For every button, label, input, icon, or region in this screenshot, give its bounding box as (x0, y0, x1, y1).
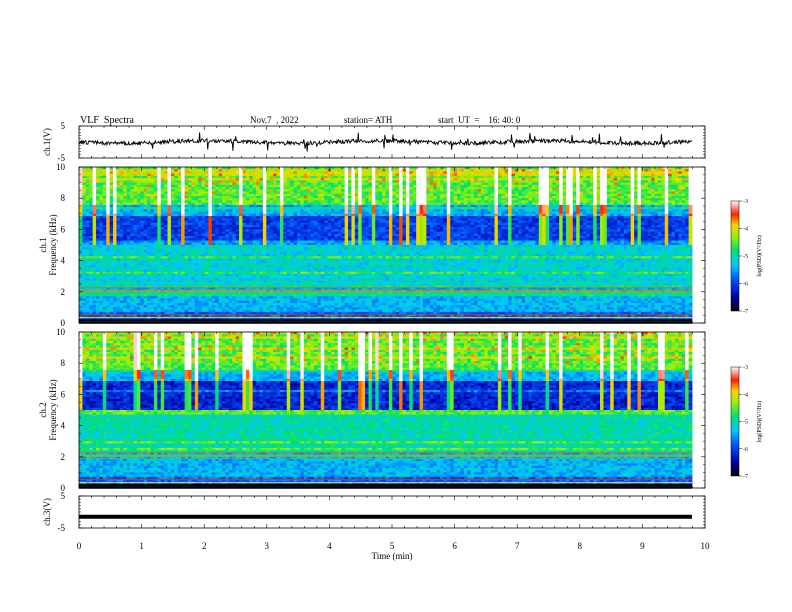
vlf-spectra-figure: 5-5024681002468105-5ch.1(V)ch.1 Frequency… (0, 0, 792, 612)
